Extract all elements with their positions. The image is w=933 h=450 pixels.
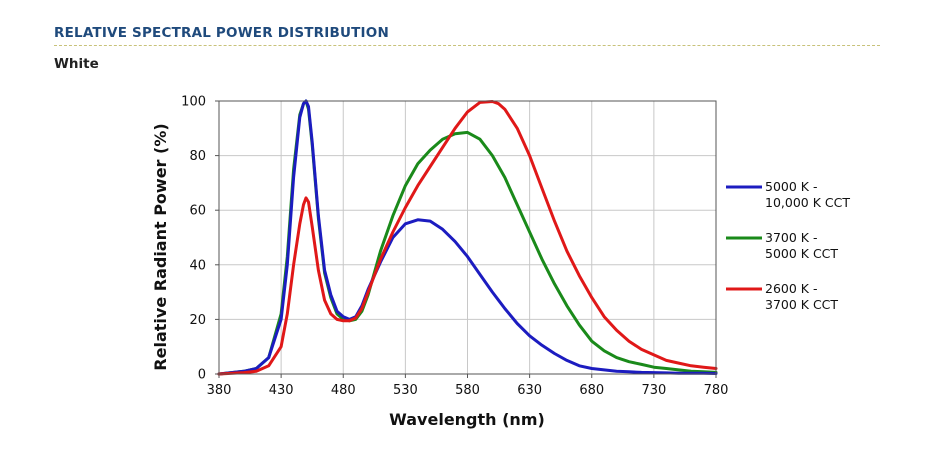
x-axis-label: Wavelength (nm) bbox=[389, 410, 545, 429]
x-tick-label: 380 bbox=[207, 383, 232, 398]
x-tick-label: 530 bbox=[393, 383, 418, 398]
y-tick-label: 20 bbox=[189, 313, 206, 328]
x-tick-label: 730 bbox=[641, 383, 666, 398]
y-tick-label: 60 bbox=[189, 204, 206, 219]
legend-label-1: 3700 K - bbox=[765, 230, 817, 245]
chart-subtitle: White bbox=[54, 56, 99, 72]
x-tick-label: 480 bbox=[331, 383, 356, 398]
y-tick-label: 40 bbox=[189, 258, 206, 273]
legend-label-1: 5000 K CCT bbox=[765, 246, 838, 261]
x-tick-label: 430 bbox=[269, 383, 294, 398]
series-line-0 bbox=[217, 99, 718, 376]
x-tick-label: 630 bbox=[517, 383, 542, 398]
series-line-2 bbox=[217, 100, 718, 376]
legend-label-2: 3700 K CCT bbox=[765, 297, 838, 312]
section-divider bbox=[54, 45, 880, 46]
y-tick-label: 100 bbox=[181, 95, 206, 110]
grid-lines bbox=[219, 101, 716, 374]
y-axis-ticks: 0 20 40 60 80 100 bbox=[181, 95, 219, 383]
legend: 5000 K -10,000 K CCT 3700 K -5000 K CCT 26… bbox=[726, 179, 850, 312]
x-axis-ticks: 380 430 480 530 580 630 680 730 780 bbox=[207, 374, 729, 398]
legend-label-0: 5000 K - bbox=[765, 179, 817, 194]
y-tick-label: 0 bbox=[198, 368, 206, 383]
x-tick-label: 680 bbox=[579, 383, 604, 398]
legend-label-0: 10,000 K CCT bbox=[765, 195, 850, 210]
section-title: RELATIVE SPECTRAL POWER DISTRIBUTION bbox=[54, 25, 389, 41]
x-tick-label: 780 bbox=[704, 383, 729, 398]
series-lines bbox=[217, 99, 718, 376]
y-axis-label: Relative Radiant Power (%) bbox=[151, 123, 170, 370]
y-tick-label: 80 bbox=[189, 149, 206, 164]
x-tick-label: 580 bbox=[455, 383, 480, 398]
legend-label-2: 2600 K - bbox=[765, 281, 817, 296]
